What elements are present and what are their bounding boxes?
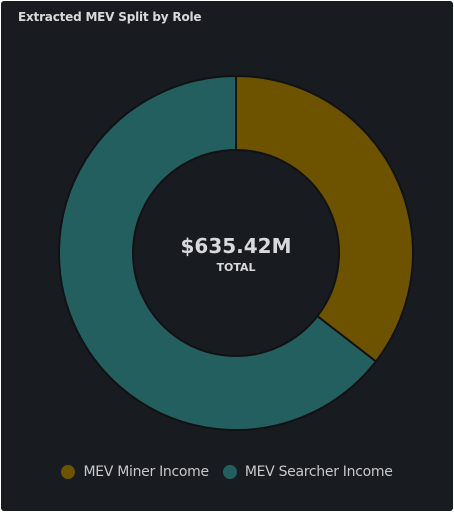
- total-value: $635.42M: [181, 234, 292, 258]
- legend-swatch-miner: [61, 465, 76, 479]
- donut-chart: $635.42M TOTAL: [58, 74, 414, 431]
- legend-item-searcher[interactable]: MEV Searcher Income: [222, 464, 393, 480]
- legend-item-miner[interactable]: MEV Miner Income: [61, 464, 209, 480]
- total-label: TOTAL: [216, 261, 255, 274]
- donut-slice-miner[interactable]: [235, 74, 414, 363]
- legend-label-searcher: MEV Searcher Income: [244, 464, 393, 480]
- legend-swatch-searcher: [222, 465, 237, 479]
- legend: MEV Miner Income MEV Searcher Income: [1, 464, 453, 480]
- legend-label-miner: MEV Miner Income: [83, 464, 209, 480]
- panel-title: Extracted MEV Split by Role: [18, 10, 202, 24]
- donut-slice-searcher[interactable]: [58, 74, 378, 431]
- donut-slices: [58, 74, 414, 431]
